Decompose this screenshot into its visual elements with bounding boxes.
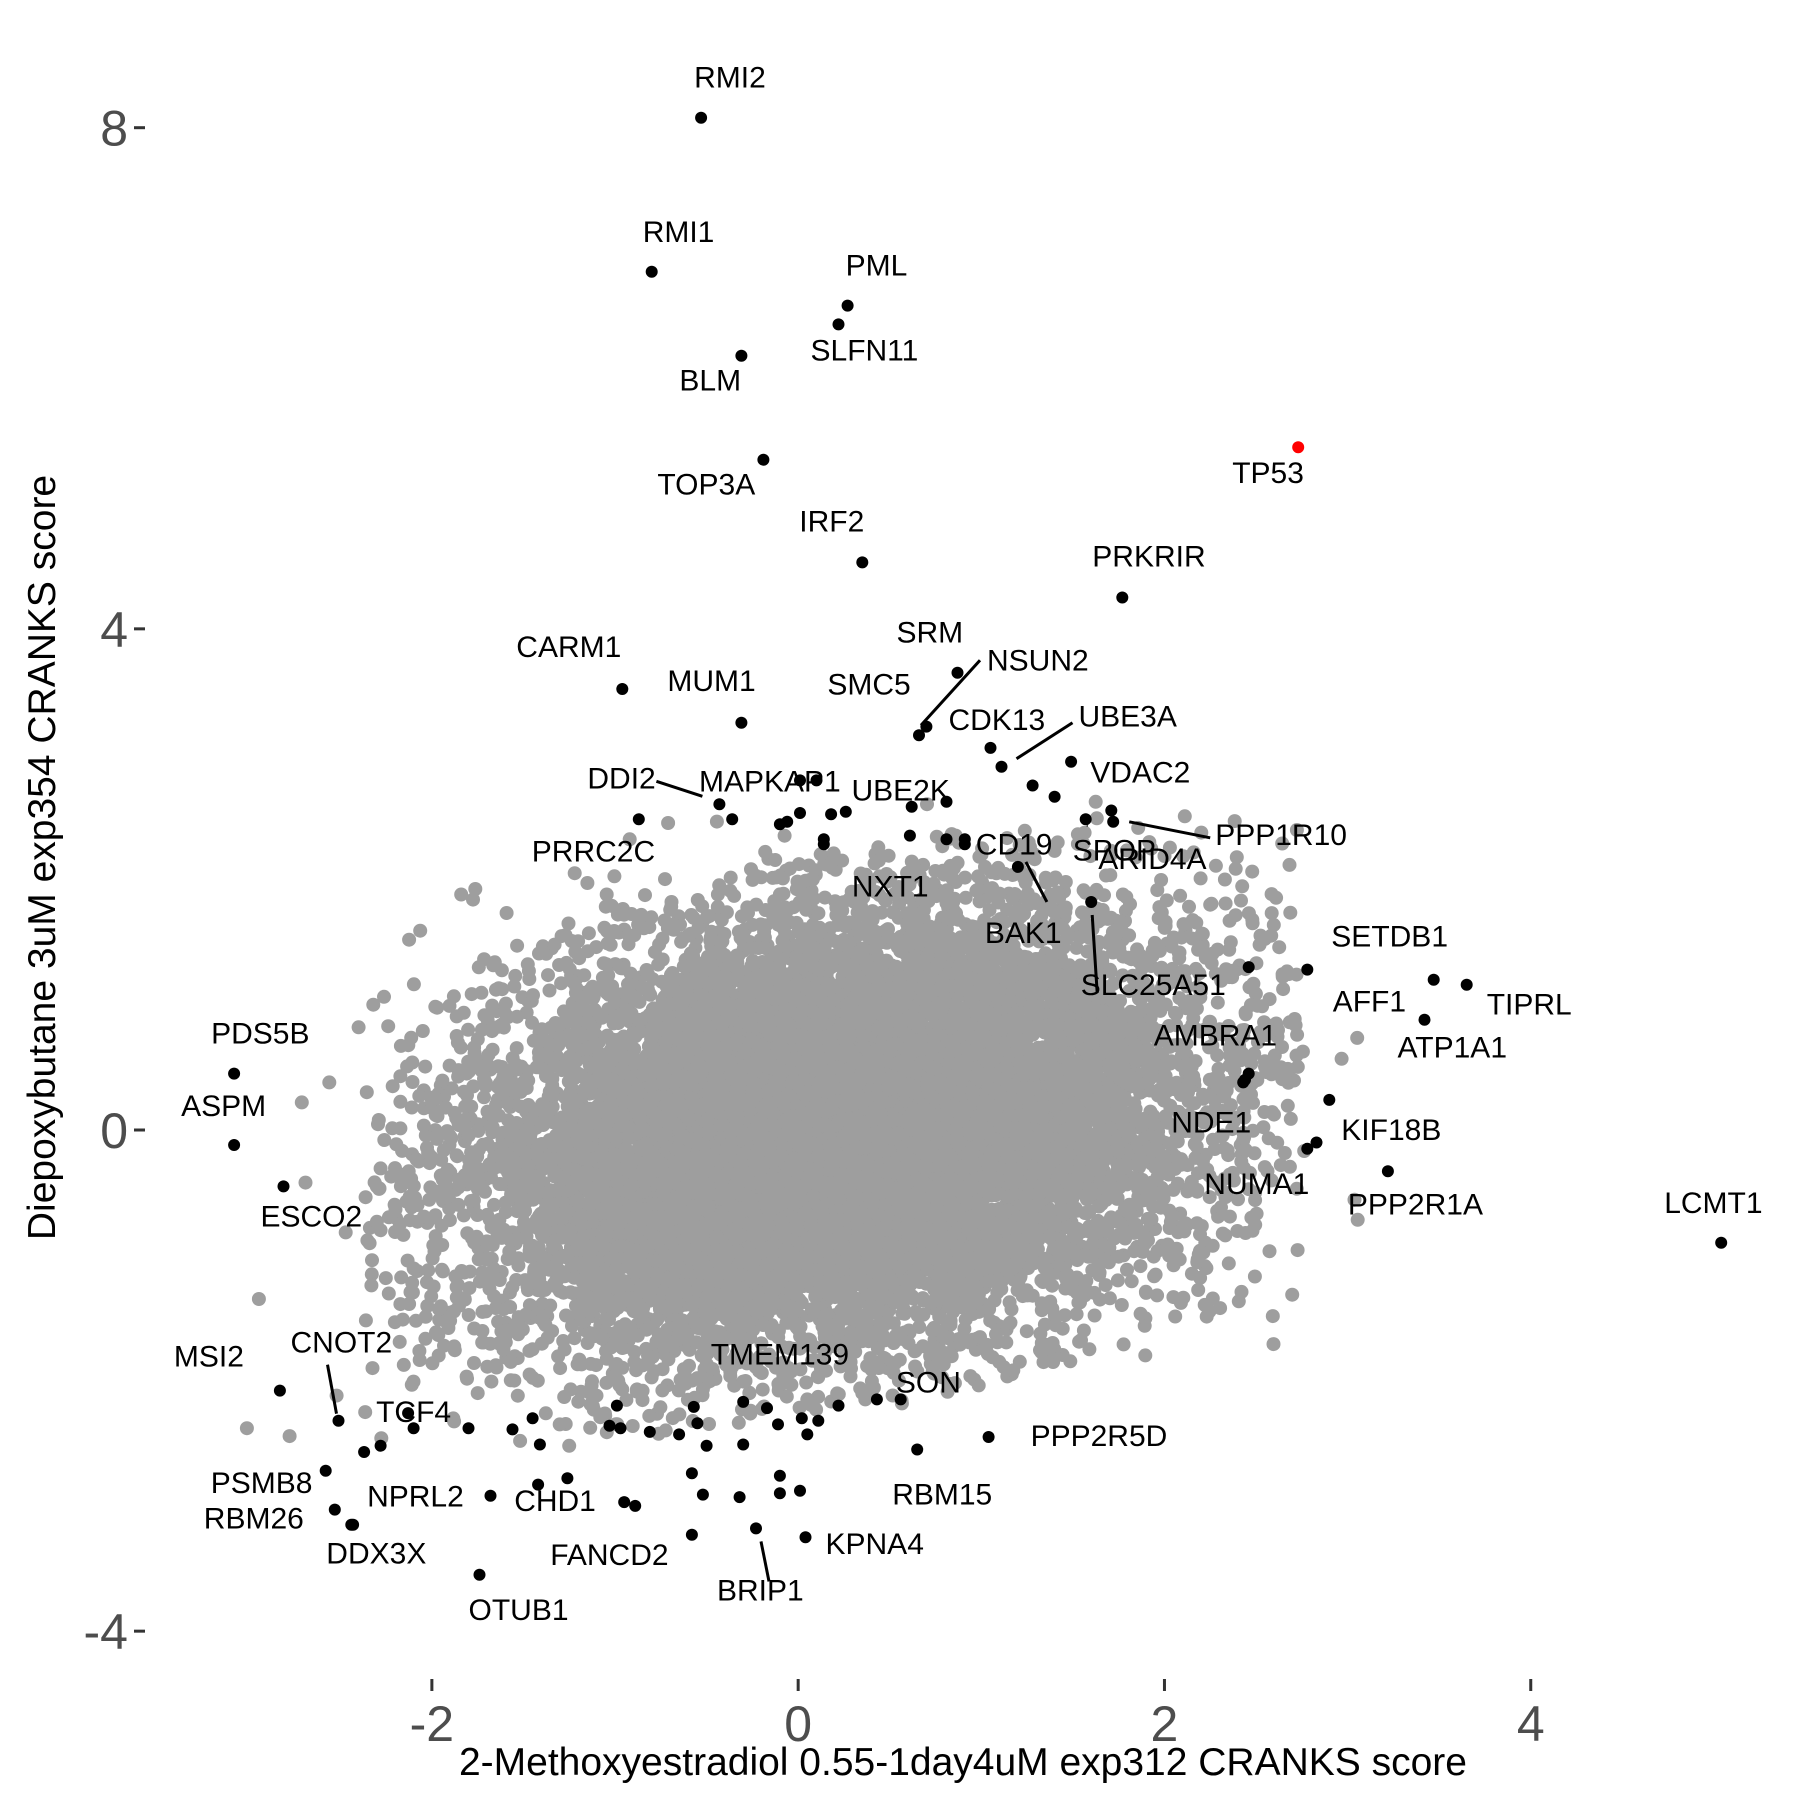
background-point: [817, 890, 832, 905]
background-point: [916, 1293, 931, 1308]
background-point: [1210, 995, 1225, 1010]
background-point: [561, 916, 576, 931]
background-point: [508, 968, 523, 983]
background-point: [1266, 1337, 1281, 1352]
background-point: [456, 1208, 471, 1223]
background-point: [1228, 861, 1243, 876]
background-point: [1276, 982, 1291, 997]
background-point: [1280, 1098, 1295, 1113]
background-point: [381, 1286, 396, 1301]
background-point: [783, 861, 797, 876]
background-point: [1162, 840, 1177, 855]
background-point: [1124, 1274, 1139, 1289]
background-point: [282, 1429, 297, 1444]
background-point: [406, 977, 421, 992]
background-point: [461, 1308, 476, 1322]
background-point: [461, 1022, 476, 1037]
background-point: [552, 1417, 567, 1432]
background-point: [499, 906, 514, 920]
background-point: [1289, 1181, 1304, 1196]
background-point: [1218, 896, 1233, 911]
background-point: [994, 1282, 1009, 1297]
background-point: [1231, 1192, 1245, 1207]
background-point: [1000, 831, 1015, 846]
background-point: [1266, 917, 1281, 932]
background-point: [1020, 886, 1035, 901]
background-point: [553, 1361, 568, 1376]
background-point: [422, 1192, 437, 1207]
background-point: [723, 870, 738, 885]
background-point: [1208, 858, 1223, 873]
background-point: [811, 1370, 826, 1385]
background-point: [453, 1040, 468, 1055]
background-point: [958, 890, 973, 905]
background-point: [1173, 888, 1188, 903]
background-point: [684, 908, 699, 922]
background-point: [598, 899, 613, 914]
background-point: [507, 979, 522, 994]
background-point: [599, 887, 614, 902]
background-point: [755, 1382, 770, 1397]
background-point: [394, 1270, 409, 1285]
background-point: [393, 1069, 408, 1084]
background-point: [393, 1094, 408, 1109]
background-point: [413, 923, 428, 938]
background-point: [359, 1085, 374, 1100]
background-point: [1182, 899, 1196, 914]
background-point: [475, 1335, 490, 1350]
background-point: [251, 1292, 266, 1306]
background-points: [239, 794, 1365, 1453]
background-point: [581, 926, 596, 941]
background-point: [1017, 823, 1032, 838]
background-point: [1089, 811, 1104, 826]
background-point: [538, 1406, 553, 1421]
background-point: [551, 1349, 566, 1364]
background-point: [562, 1438, 577, 1453]
background-point: [1133, 1259, 1148, 1274]
background-point: [1115, 968, 1130, 983]
background-point: [420, 1299, 435, 1313]
background-point: [712, 878, 727, 893]
background-point: [510, 1388, 525, 1403]
background-point: [425, 1356, 440, 1371]
background-point: [625, 1419, 640, 1433]
background-point: [1347, 1192, 1362, 1207]
background-point: [396, 1357, 411, 1372]
background-point: [1283, 1111, 1298, 1126]
background-point: [404, 1100, 419, 1115]
background-point: [1122, 984, 1137, 998]
background-point: [378, 1271, 393, 1286]
background-point: [381, 1019, 396, 1034]
